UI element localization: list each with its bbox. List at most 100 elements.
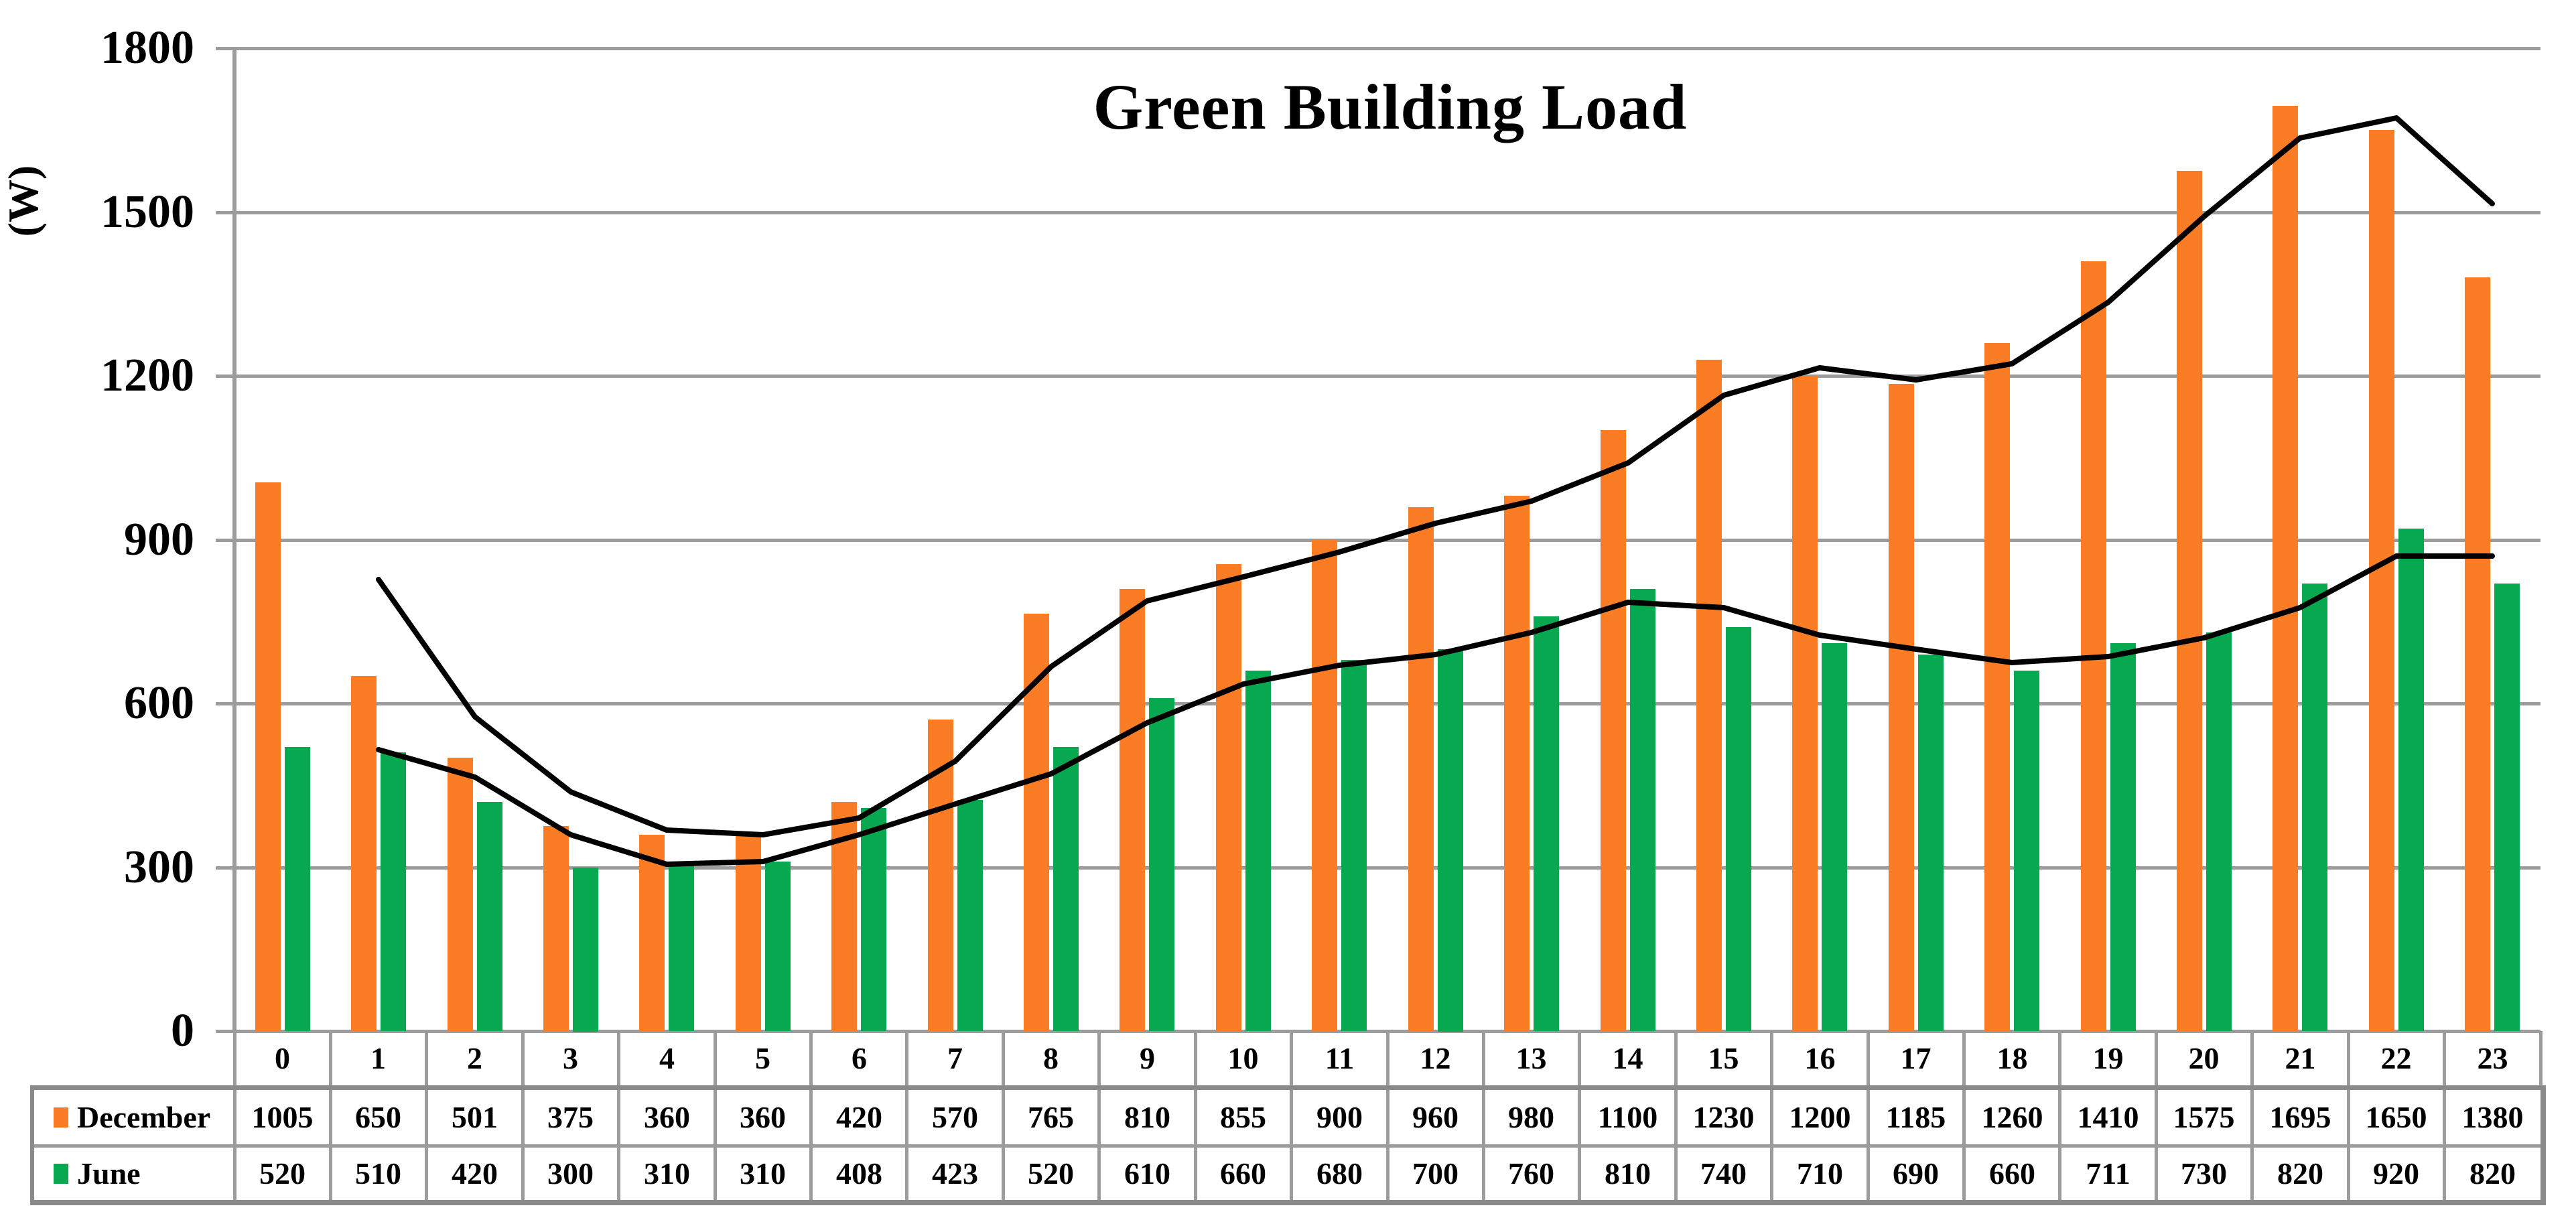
- table-category-15: 15: [1708, 1041, 1739, 1075]
- bar-june-19: [2110, 643, 2136, 1031]
- table-column-border: [2539, 1031, 2543, 1085]
- table-value-june-19: 711: [2086, 1156, 2130, 1191]
- table-column-border: [1097, 1031, 1101, 1085]
- table-column-border: [1194, 1031, 1197, 1085]
- table-category-13: 13: [1515, 1041, 1547, 1075]
- bar-december-16: [1792, 376, 1818, 1031]
- table-column-border: [521, 1031, 525, 1085]
- table-value-december-7: 570: [932, 1100, 978, 1134]
- table-column-border: [2058, 1031, 2061, 1085]
- y-tick-mark-900: [216, 539, 234, 542]
- bar-december-10: [1216, 564, 1241, 1031]
- table-value-december-11: 900: [1316, 1100, 1363, 1134]
- legend-label-june: June: [77, 1156, 141, 1191]
- table-category-21: 21: [2285, 1041, 2316, 1075]
- table-value-june-20: 730: [2181, 1156, 2227, 1191]
- table-column-border: [809, 1031, 813, 1085]
- y-tick-label-1200: 1200: [100, 350, 194, 401]
- table-value-june-17: 690: [1893, 1156, 1939, 1191]
- table-column-border: [1770, 1085, 1773, 1200]
- table-value-december-6: 420: [836, 1100, 882, 1134]
- table-value-june-10: 660: [1220, 1156, 1266, 1191]
- table-value-june-18: 660: [1989, 1156, 2035, 1191]
- bar-december-5: [736, 835, 761, 1031]
- table-value-june-2: 420: [452, 1156, 498, 1191]
- table-border-left: [30, 1085, 34, 1205]
- y-tick-label-1800: 1800: [100, 22, 194, 74]
- table-value-december-12: 960: [1412, 1100, 1459, 1134]
- legend-label-december: December: [77, 1100, 211, 1134]
- table-border-top: [30, 1085, 2546, 1090]
- table-category-14: 14: [1612, 1041, 1643, 1075]
- table-category-19: 19: [2092, 1041, 2124, 1075]
- table-column-border: [714, 1085, 717, 1200]
- table-value-june-8: 520: [1028, 1156, 1074, 1191]
- table-category-8: 8: [1043, 1041, 1059, 1075]
- bar-june-22: [2398, 529, 2424, 1031]
- table-value-june-3: 300: [547, 1156, 594, 1191]
- table-column-border: [1482, 1031, 1485, 1085]
- table-category-16: 16: [1804, 1041, 1836, 1075]
- bar-december-2: [448, 758, 473, 1031]
- table-value-june-14: 810: [1605, 1156, 1651, 1191]
- table-value-december-9: 810: [1124, 1100, 1170, 1134]
- gridline-600: [234, 702, 2540, 705]
- table-column-border: [1578, 1031, 1581, 1085]
- table-value-december-1: 650: [355, 1100, 401, 1134]
- table-column-border: [2058, 1085, 2061, 1200]
- bar-december-1: [351, 676, 377, 1031]
- table-category-22: 22: [2380, 1041, 2412, 1075]
- table-category-17: 17: [1900, 1041, 1931, 1075]
- bar-june-12: [1438, 649, 1463, 1032]
- bar-june-2: [477, 802, 502, 1031]
- bar-december-22: [2369, 130, 2394, 1031]
- table-value-june-13: 760: [1508, 1156, 1554, 1191]
- y-tick-mark-600: [216, 702, 234, 705]
- gridline-300: [234, 866, 2540, 870]
- table-column-border: [1386, 1085, 1389, 1200]
- bar-december-18: [1984, 343, 2010, 1031]
- table-category-10: 10: [1227, 1041, 1259, 1075]
- table-value-june-5: 310: [740, 1156, 786, 1191]
- table-value-december-18: 1260: [1981, 1100, 2043, 1134]
- table-value-december-22: 1650: [2365, 1100, 2427, 1134]
- table-value-june-21: 820: [2277, 1156, 2323, 1191]
- table-column-border: [617, 1085, 620, 1200]
- table-value-december-2: 501: [452, 1100, 498, 1134]
- bar-december-0: [255, 482, 281, 1031]
- table-column-border: [329, 1031, 332, 1085]
- table-value-december-19: 1410: [2077, 1100, 2139, 1134]
- bar-december-4: [639, 835, 665, 1031]
- table-category-2: 2: [467, 1041, 482, 1075]
- table-value-december-5: 360: [740, 1100, 786, 1134]
- table-category-11: 11: [1325, 1041, 1355, 1075]
- table-border-right: [2540, 1085, 2546, 1205]
- table-value-december-3: 375: [547, 1100, 594, 1134]
- table-value-june-22: 920: [2373, 1156, 2419, 1191]
- bar-june-9: [1149, 698, 1174, 1031]
- bar-june-10: [1245, 671, 1271, 1031]
- bar-december-9: [1120, 589, 1145, 1031]
- table-column-border: [2443, 1085, 2446, 1200]
- table-value-june-9: 610: [1124, 1156, 1170, 1191]
- table-category-5: 5: [755, 1041, 770, 1075]
- y-tick-mark-300: [216, 866, 234, 870]
- bar-june-4: [669, 862, 694, 1031]
- bar-december-15: [1696, 360, 1722, 1031]
- table-column-border: [1867, 1031, 1870, 1085]
- table-column-border: [905, 1085, 908, 1200]
- table-category-9: 9: [1140, 1041, 1155, 1075]
- bar-june-11: [1341, 660, 1367, 1031]
- bar-december-3: [543, 826, 569, 1031]
- table-column-border: [1674, 1031, 1678, 1085]
- table-column-border: [1482, 1085, 1485, 1200]
- bar-june-13: [1534, 616, 1559, 1031]
- table-value-december-16: 1200: [1789, 1100, 1851, 1134]
- table-value-june-7: 423: [932, 1156, 978, 1191]
- bar-june-8: [1053, 747, 1079, 1031]
- y-tick-label-600: 600: [124, 677, 194, 729]
- table-value-december-21: 1695: [2269, 1100, 2331, 1134]
- table-column-border: [233, 1085, 236, 1200]
- table-column-border: [2155, 1031, 2158, 1085]
- table-column-border: [1386, 1031, 1389, 1085]
